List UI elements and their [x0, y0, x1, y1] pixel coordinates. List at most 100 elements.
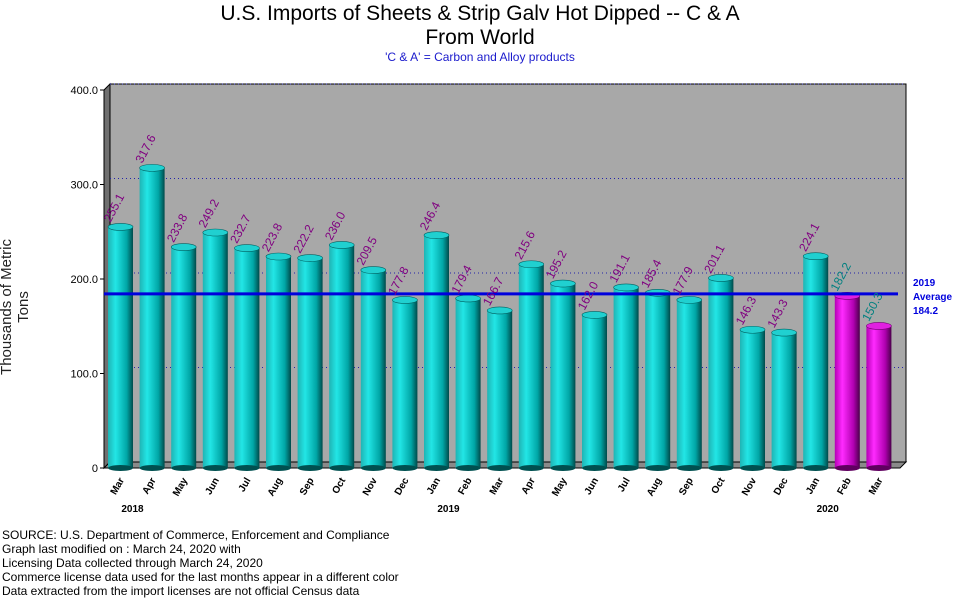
- bar-cap: [708, 274, 734, 282]
- bar-cap: [676, 296, 703, 304]
- bar: [139, 164, 165, 471]
- bar-body: [518, 264, 544, 468]
- bar-cap: [866, 322, 892, 330]
- y-tick-label: 0: [92, 463, 98, 475]
- average-label: 184.2: [913, 306, 938, 317]
- bar: [771, 328, 797, 471]
- bar: [644, 288, 671, 471]
- y-tick-label: 400.0: [70, 85, 98, 97]
- bar-body: [297, 258, 323, 468]
- x-tick-label: Dec: [393, 476, 412, 498]
- bar: [739, 325, 766, 471]
- bar-base: [550, 465, 576, 471]
- x-tick-label: Oct: [710, 475, 728, 496]
- bar-body: [360, 270, 386, 468]
- bar: [518, 260, 545, 471]
- bar: [866, 322, 892, 471]
- x-tick-label: Apr: [141, 476, 159, 497]
- bar: [107, 223, 134, 471]
- bar-cap: [170, 243, 197, 251]
- bar-base: [645, 465, 671, 471]
- bar-base: [582, 465, 607, 471]
- bar-base: [139, 465, 165, 471]
- x-year-label: 2019: [437, 504, 460, 515]
- bar: [550, 279, 576, 471]
- bar-base: [266, 465, 291, 471]
- bar: [708, 274, 734, 471]
- footer-line: Licensing Data collected through March 2…: [2, 556, 263, 570]
- bar-body: [234, 248, 260, 468]
- bar-cap: [328, 241, 355, 249]
- footer-line: Data extracted from the import licenses …: [2, 584, 360, 598]
- chart-subtitle: 'C & A' = Carbon and Alloy products: [385, 50, 575, 64]
- bar-base: [297, 465, 323, 471]
- x-tick-label: Mar: [488, 476, 506, 497]
- bar-cap: [802, 252, 829, 261]
- footer-line: Commerce license data used for the last …: [2, 570, 399, 584]
- chart-title: U.S. Imports of Sheets & Strip Galv Hot …: [220, 2, 740, 25]
- bar-body: [771, 332, 797, 468]
- bar-base: [455, 465, 481, 471]
- x-tick-label: Mar: [867, 476, 885, 497]
- x-year-label: 2018: [121, 504, 144, 515]
- bar: [297, 254, 323, 471]
- x-tick-label: Jun: [203, 476, 221, 497]
- bar: [834, 292, 861, 471]
- x-tick-label: Jan: [425, 476, 443, 496]
- bar-cap: [771, 328, 797, 337]
- bar-body: [487, 310, 513, 468]
- bar-cap: [423, 231, 450, 239]
- bar-cap: [550, 279, 576, 288]
- x-tick-label: Apr: [520, 476, 538, 497]
- bar-body: [676, 299, 702, 468]
- x-year-label: 2020: [817, 504, 840, 515]
- x-tick-label: May: [550, 476, 569, 499]
- bar-base: [329, 465, 355, 471]
- bar-base: [740, 465, 765, 471]
- x-tick-label: Jul: [237, 476, 254, 494]
- x-tick-label: Feb: [835, 476, 853, 497]
- bar-body: [171, 247, 197, 468]
- bar: [423, 231, 450, 471]
- x-tick-label: Dec: [772, 476, 791, 498]
- footer-notes: SOURCE: U.S. Department of Commerce, Enf…: [2, 528, 399, 598]
- bar: [234, 244, 260, 471]
- x-tick-label: Sep: [677, 476, 696, 497]
- bar-body: [834, 295, 860, 468]
- bar-base: [360, 465, 386, 471]
- y-tick-label: 200.0: [70, 274, 98, 286]
- average-label: Average: [913, 292, 953, 303]
- x-tick-label: Mar: [109, 476, 127, 497]
- bar-cap: [739, 325, 766, 334]
- x-tick-label: Oct: [330, 475, 348, 496]
- bar-body: [139, 167, 165, 469]
- bar: [392, 296, 418, 471]
- bar-base: [392, 465, 418, 471]
- bar-cap: [392, 296, 418, 304]
- bar-body: [266, 256, 291, 468]
- bar-cap: [202, 228, 229, 237]
- x-tick-label: Jun: [583, 476, 601, 497]
- bar: [202, 228, 229, 471]
- bar: [360, 266, 387, 471]
- x-tick-label: Nov: [361, 476, 380, 498]
- bar-body: [329, 244, 355, 468]
- bar-body: [613, 287, 639, 468]
- bar-base: [234, 465, 260, 471]
- average-label: 2019: [913, 278, 936, 289]
- bar-base: [803, 465, 829, 471]
- footer-line: Graph last modified on : March 24, 2020 …: [2, 542, 241, 556]
- bar-body: [455, 298, 481, 468]
- chart-title-line2: From World: [425, 26, 535, 49]
- x-tick-label: Aug: [645, 476, 664, 498]
- x-tick-label: Jan: [804, 476, 822, 496]
- bar-base: [171, 465, 197, 471]
- bar-base: [518, 465, 544, 471]
- x-tick-label: Nov: [740, 476, 759, 498]
- x-tick-label: Sep: [298, 476, 317, 497]
- bar-body: [202, 232, 228, 468]
- bar-cap: [234, 244, 260, 252]
- bar: [581, 311, 608, 471]
- bar-base: [771, 465, 797, 471]
